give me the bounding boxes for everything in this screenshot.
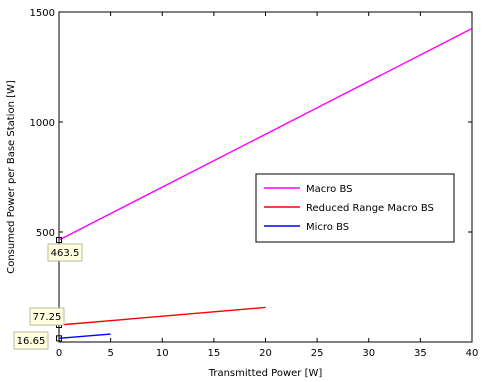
x-tick-label: 10 <box>156 348 169 359</box>
datatip-marker <box>56 237 62 244</box>
series-line-3 <box>58 333 111 340</box>
y-tick-label: 500 <box>36 228 55 239</box>
legend-entry: Reduced Range Macro BS <box>306 203 434 214</box>
x-tick-label: 25 <box>311 348 324 359</box>
datatip-box <box>29 307 65 326</box>
datatip-label: 463.5 <box>51 248 80 259</box>
series-line-1 <box>58 27 473 241</box>
series-line-2 <box>58 306 266 326</box>
x-tick-label: 0 <box>56 348 62 359</box>
datatip-label: 16.65 <box>17 336 46 347</box>
x-tick-label: 30 <box>362 348 375 359</box>
datatip-label: 77.25 <box>33 312 62 323</box>
y-axis-title: Consumed Power per Base Station [W] <box>6 80 17 274</box>
x-tick-label: 40 <box>466 348 479 359</box>
x-tick-label: 20 <box>259 348 272 359</box>
y-tick-label: 1500 <box>30 8 55 19</box>
datatip-box <box>13 331 49 350</box>
legend <box>255 173 455 243</box>
x-axis-title: Transmitted Power [W] <box>208 368 323 379</box>
x-tick-label: 35 <box>414 348 427 359</box>
datatip-marker <box>56 335 62 342</box>
legend-entry: Macro BS <box>306 184 352 195</box>
datatip-box <box>47 243 83 262</box>
x-tick-label: 15 <box>208 348 221 359</box>
legend-entry: Micro BS <box>306 222 349 233</box>
y-tick-label: 1000 <box>30 118 55 129</box>
x-tick-label: 5 <box>107 348 113 359</box>
